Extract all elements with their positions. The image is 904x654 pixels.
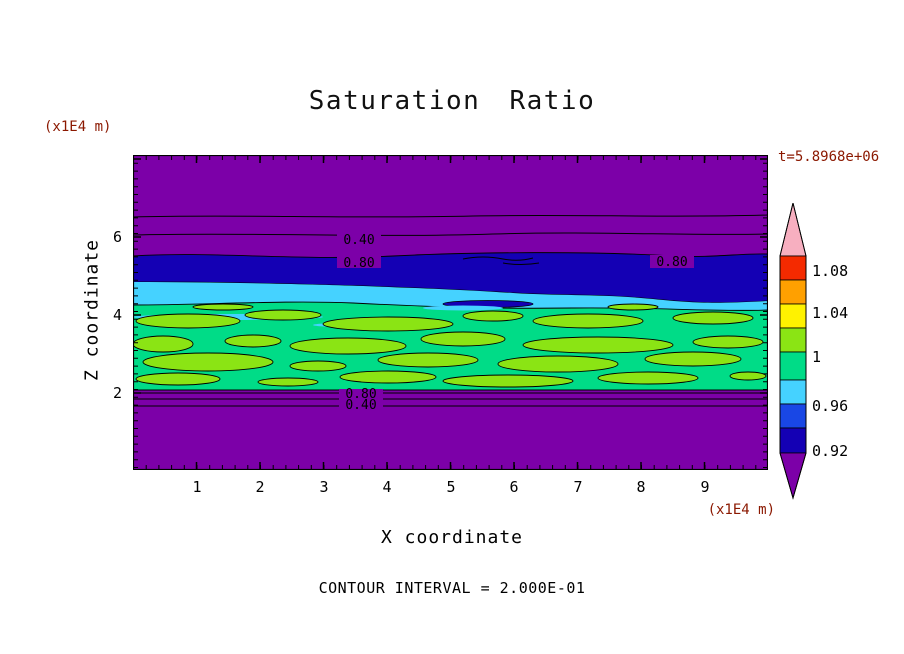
colorbar-label-1-08: 1.08: [812, 262, 849, 280]
colorbar: [779, 202, 807, 503]
contour-label: 0.80: [343, 256, 374, 271]
colorbar-segment-green: [779, 351, 807, 381]
colorbar-segment-yellow: [779, 303, 807, 329]
chart-title: Saturation Ratio: [308, 86, 596, 116]
axis-ticks: [133, 155, 768, 470]
contour-field-svg: 0.40 0.80 0.80 0.80 0.40: [132, 154, 769, 471]
upper-contour-lines: [132, 214, 769, 236]
colorbar-segment-pink: [779, 202, 807, 257]
contour-label: 0.40: [345, 398, 376, 413]
x-tick-label-3: 3: [319, 478, 329, 496]
colorbar-label-1: 1: [812, 348, 822, 366]
y-tick-label-6: 6: [112, 228, 122, 246]
colorbar-label-1-04: 1.04: [812, 304, 849, 322]
colorbar-outline: [779, 202, 807, 500]
y-tick-label-4: 4: [112, 306, 122, 324]
x-axis-title: X coordinate: [380, 527, 524, 548]
colorbar-segment-navy: [779, 427, 807, 454]
colorbar-segment-chartreuse: [779, 327, 807, 353]
time-label: t=5.8968e+06: [778, 149, 880, 165]
y-tick-label-2: 2: [112, 384, 122, 402]
x-tick-label-6: 6: [509, 478, 519, 496]
colorbar-segment-red: [779, 255, 807, 281]
cyan-band: [133, 282, 768, 311]
colorbar-segment-orange: [779, 279, 807, 305]
y-axis-unit-label: (x1E4 m): [44, 119, 112, 135]
colorbar-segment-purple: [779, 452, 807, 500]
contour-plot-area: 0.40 0.80 0.80 0.80 0.40: [132, 154, 769, 471]
x-tick-label-4: 4: [382, 478, 392, 496]
x-tick-label-7: 7: [573, 478, 583, 496]
x-tick-label-2: 2: [255, 478, 265, 496]
x-axis-unit-label: (x1E4 m): [707, 502, 775, 518]
contour-interval-note: CONTOUR INTERVAL = 2.000E-01: [318, 579, 586, 597]
contour-value-labels: 0.40 0.80 0.80 0.80 0.40: [337, 233, 694, 413]
contour-label: 0.80: [656, 255, 687, 270]
plot-frame: [132, 154, 769, 471]
mid-contour-squiggles: [462, 256, 540, 265]
colorbar-label-0-96: 0.96: [812, 397, 849, 415]
x-tick-label-8: 8: [636, 478, 646, 496]
x-tick-label-1: 1: [192, 478, 202, 496]
colorbar-segment-blue: [779, 403, 807, 429]
colorbar-label-0-92: 0.92: [812, 442, 849, 460]
contour-label: 0.40: [343, 233, 374, 248]
colorbar-segment-cyan: [779, 379, 807, 405]
x-tick-label-9: 9: [700, 478, 710, 496]
lower-contour-lines: [132, 392, 769, 407]
chartreuse-lenses: [132, 303, 767, 388]
contour-label: 0.80: [345, 387, 376, 402]
x-tick-label-5: 5: [446, 478, 456, 496]
colorbar-svg: [779, 202, 807, 500]
